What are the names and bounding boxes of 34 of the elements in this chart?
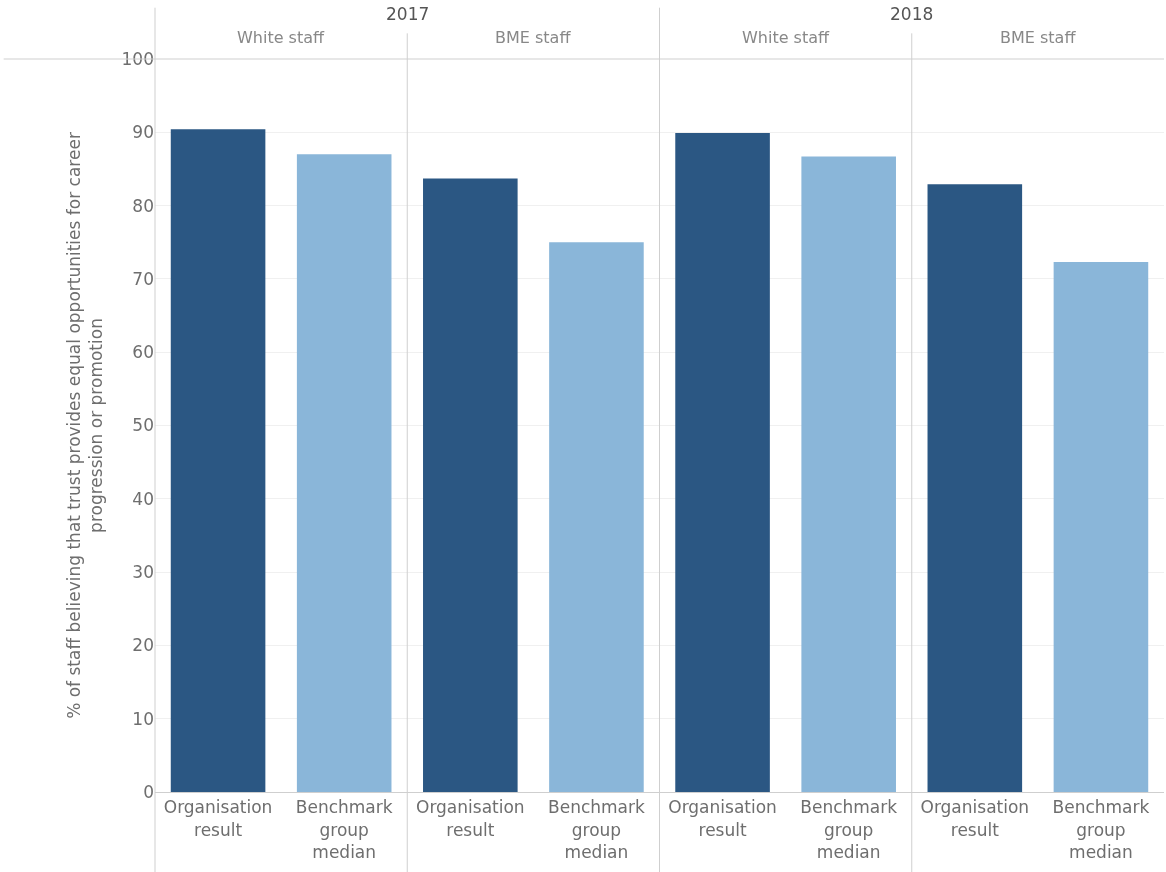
y-tick-label: 50 — [132, 415, 154, 436]
x-tick-label: Organisation result — [416, 797, 525, 840]
x-tick-label: Benchmark group median — [295, 797, 393, 862]
x-tick-label: Organisation result — [163, 797, 273, 840]
text: White staff — [742, 28, 831, 47]
x-tick-label: Benchmark group median — [800, 797, 898, 862]
y-tick-label: 90 — [132, 122, 154, 143]
bar — [549, 242, 644, 792]
y-tick-label: 70 — [132, 268, 154, 289]
bar — [801, 156, 896, 792]
text: BME staff — [1000, 28, 1077, 47]
y-tick-label: 100 — [121, 48, 154, 69]
bar — [170, 129, 266, 792]
y-tick-label: 0 — [143, 781, 154, 802]
bar — [296, 154, 392, 792]
x-tick-label: Benchmark group median — [548, 797, 645, 862]
text: 2018 — [890, 4, 934, 24]
x-tick-label: Organisation result — [668, 797, 777, 840]
x-tick-label: Organisation result — [920, 797, 1030, 840]
text: White staff — [237, 28, 326, 47]
y-tick-label: 60 — [132, 342, 154, 363]
y-tick-label: 20 — [132, 635, 154, 656]
y-axis-title: % of staff believing that trust provides equal opportunities for career progression or promotion — [64, 132, 107, 719]
text: 2017 — [386, 4, 430, 24]
bar — [423, 178, 518, 792]
x-tick-label: Benchmark group median — [1052, 797, 1150, 862]
bar — [1053, 262, 1149, 792]
y-tick-label: 40 — [132, 488, 154, 509]
bar — [675, 133, 770, 792]
y-tick-label: 30 — [132, 562, 154, 583]
bar — [927, 184, 1023, 792]
y-tick-label: 80 — [132, 195, 154, 216]
y-tick-label: 10 — [132, 708, 154, 729]
text: BME staff — [495, 28, 572, 47]
